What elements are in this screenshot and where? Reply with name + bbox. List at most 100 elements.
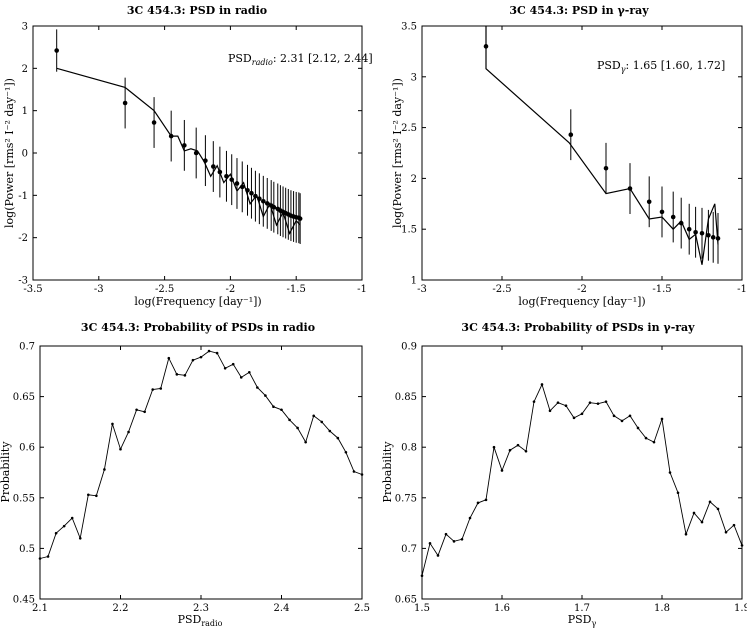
data-point xyxy=(175,373,179,376)
y-tick-label: -3 xyxy=(18,276,28,287)
data-point xyxy=(272,405,275,409)
data-point xyxy=(715,236,721,241)
data-point xyxy=(54,48,59,53)
data-point xyxy=(428,542,432,545)
y-tick-label: 1 xyxy=(22,106,28,117)
data-point xyxy=(62,524,66,528)
x-tick-label: 1.9 xyxy=(734,603,747,614)
data-point xyxy=(352,470,356,473)
data-point xyxy=(288,418,291,422)
y-tick-label: 0 xyxy=(22,149,28,160)
y-tick-label: 0.85 xyxy=(395,392,417,403)
data-point xyxy=(627,186,633,191)
data-point xyxy=(692,511,696,515)
data-point xyxy=(732,523,736,527)
x-tick-label: -1.5 xyxy=(287,284,306,295)
data-point xyxy=(710,235,716,240)
data-point xyxy=(548,409,552,413)
y-tick-label: 0.6 xyxy=(19,443,35,454)
probability-line xyxy=(39,350,363,559)
y-axis-label: Probability xyxy=(0,441,12,503)
data-point xyxy=(183,374,187,377)
data-point xyxy=(215,351,219,355)
chart-title: 3C 454.3: PSD in radio xyxy=(127,4,267,17)
data-point xyxy=(652,440,656,444)
data-point xyxy=(207,349,211,353)
x-tick-label: 1.7 xyxy=(574,603,590,614)
data-point xyxy=(210,164,216,169)
x-tick-label: -1 xyxy=(357,284,367,295)
x-tick-label: -3.5 xyxy=(23,284,42,295)
y-tick-label: 0.65 xyxy=(13,392,35,403)
data-point xyxy=(604,400,608,403)
data-point xyxy=(636,426,640,430)
data-point xyxy=(646,199,652,205)
x-axis-label: log(Frequency [day⁻¹]) xyxy=(134,295,261,308)
y-tick-label: 1.5 xyxy=(401,225,417,236)
data-point xyxy=(122,100,128,106)
data-point xyxy=(296,426,299,430)
x-tick-label: -2.5 xyxy=(492,284,511,295)
y-tick-label: 0.7 xyxy=(401,544,417,555)
x-axis-label: log(Frequency [day⁻¹]) xyxy=(518,295,645,308)
y-axis-label: log(Power [rms² I⁻² day⁻¹]) xyxy=(391,78,404,228)
data-point xyxy=(271,204,277,210)
data-point xyxy=(628,414,632,418)
data-point xyxy=(203,158,208,163)
data-point xyxy=(700,520,704,524)
chart-title: 3C 454.3: Probability of PSDs in γ-ray xyxy=(461,321,695,334)
data-point xyxy=(596,402,600,405)
data-point xyxy=(524,449,528,453)
y-tick-label: 0.65 xyxy=(395,595,417,606)
y-tick-label: 0.75 xyxy=(395,493,417,504)
y-tick-label: 3 xyxy=(22,22,28,33)
data-point xyxy=(344,450,348,454)
data-point xyxy=(119,447,122,451)
data-point xyxy=(304,440,307,444)
x-tick-label: -2.5 xyxy=(155,284,174,295)
data-point xyxy=(78,536,82,540)
data-point xyxy=(436,554,440,557)
data-point xyxy=(660,417,664,421)
data-point xyxy=(312,414,316,418)
psd-radio-annotation: PSDradio: 2.31 [2.12, 2.44] xyxy=(228,52,373,67)
y-tick-label: 2 xyxy=(411,174,417,185)
data-point xyxy=(280,408,283,412)
data-point xyxy=(706,232,711,238)
data-point xyxy=(476,501,480,505)
data-point xyxy=(191,358,195,362)
x-tick-label: 2.1 xyxy=(32,603,48,614)
data-point xyxy=(159,387,163,390)
data-point xyxy=(484,498,488,502)
data-point xyxy=(676,491,680,495)
data-point xyxy=(644,436,648,440)
data-point xyxy=(716,507,720,511)
data-point xyxy=(336,436,340,440)
psd-radio-panel: 3C 454.3: PSD in radio -3.5 -3 -2.5 -2 -1.5 -… xyxy=(3,4,373,308)
x-tick-label: -2 xyxy=(577,284,587,295)
x-tick-label: -2 xyxy=(226,284,236,295)
data-point xyxy=(686,226,692,232)
y-tick-label: 0.9 xyxy=(401,342,417,353)
y-tick-label: 3 xyxy=(411,72,417,83)
data-point xyxy=(568,132,574,138)
data-point xyxy=(199,355,203,359)
data-point xyxy=(297,216,303,221)
data-point xyxy=(483,44,489,49)
data-point xyxy=(70,516,74,520)
data-point xyxy=(540,383,544,386)
data-point xyxy=(103,468,106,471)
data-point xyxy=(264,201,270,206)
data-point xyxy=(580,412,584,416)
data-point xyxy=(167,356,171,360)
data-point xyxy=(693,229,698,235)
data-point xyxy=(231,362,235,366)
x-tick-label: 1.8 xyxy=(654,603,670,614)
y-tick-label: -2 xyxy=(18,233,28,244)
x-axis-label: PSDradio xyxy=(178,613,223,628)
y-axis-label: log(Power [rms² I⁻² day⁻¹]) xyxy=(3,78,16,228)
data-point xyxy=(224,173,229,179)
data-point xyxy=(678,220,684,226)
data-point xyxy=(508,448,512,452)
y-tick-label: 1 xyxy=(411,276,417,287)
